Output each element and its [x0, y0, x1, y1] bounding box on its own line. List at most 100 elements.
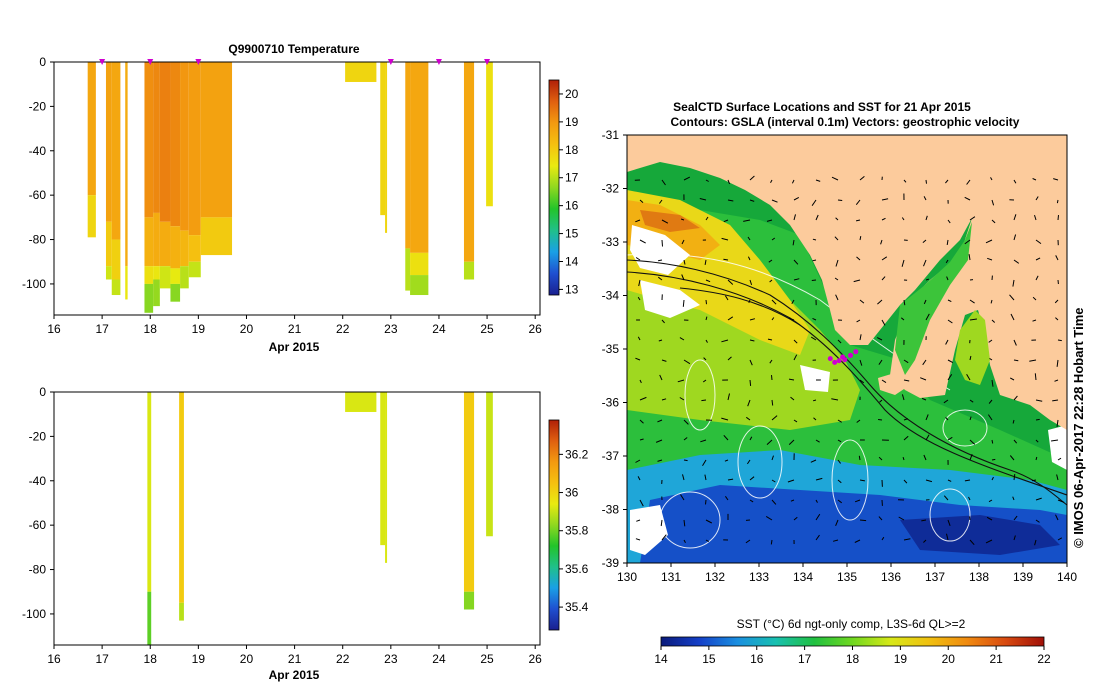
profile-cell: [179, 392, 184, 603]
velocity-vector: [681, 274, 685, 281]
velocity-vector: [1009, 455, 1015, 461]
sst-tick-label: 16: [750, 652, 764, 666]
profile-cell: [144, 62, 154, 218]
velocity-vector: [947, 319, 953, 324]
velocity-vector: [964, 479, 971, 482]
velocity-vector: [923, 454, 927, 461]
velocity-vector: [903, 435, 909, 441]
profile-cell: [153, 266, 160, 280]
velocity-vector: [898, 516, 905, 521]
velocity-vector: [923, 259, 927, 267]
velocity-vector: [660, 519, 663, 527]
cloud-patch: [630, 505, 668, 555]
profile-cell: [144, 217, 154, 267]
velocity-vector: [964, 239, 971, 245]
salinity-x-label: Apr 2015: [269, 668, 320, 682]
velocity-vector: [835, 294, 839, 301]
colorbar-tick-label: 35.8: [565, 524, 589, 538]
velocity-vector: [635, 538, 641, 541]
velocity-vector: [769, 359, 773, 364]
velocity-vector: [837, 199, 843, 201]
sst-tick-label: 18: [846, 652, 860, 666]
seal-surface-locations: [827, 349, 859, 365]
profile-cell: [463, 62, 475, 262]
velocity-vector: [923, 299, 927, 305]
velocity-vector: [835, 217, 839, 221]
velocity-vector: [1013, 259, 1020, 264]
velocity-vector: [1013, 395, 1018, 401]
velocity-vector: [661, 359, 667, 362]
velocity-vector: [812, 259, 817, 262]
velocity-vector: [946, 239, 949, 245]
velocity-vector: [1013, 439, 1018, 444]
profile-cell: [87, 195, 96, 238]
velocity-vector: [700, 439, 707, 443]
y-tick-label: 0: [39, 385, 46, 399]
temperature-x-label: Apr 2015: [269, 340, 320, 354]
profile-cell: [380, 392, 386, 546]
velocity-vector: [1057, 499, 1065, 503]
velocity-vector: [771, 237, 776, 241]
velocity-vector: [746, 459, 751, 465]
velocity-vector: [859, 176, 865, 181]
velocity-vector: [792, 239, 795, 246]
velocity-vector: [749, 199, 755, 202]
velocity-vector: [859, 299, 865, 304]
velocity-vector: [766, 219, 773, 222]
velocity-vector: [770, 179, 773, 183]
velocity-vector: [987, 414, 993, 421]
velocity-vector: [727, 316, 734, 321]
velocity-vector: [683, 419, 689, 425]
velocity-vector: [903, 299, 906, 306]
velocity-vector: [699, 198, 707, 201]
land-mainland: [627, 135, 1067, 430]
velocity-vector: [705, 279, 711, 283]
colorbar-tick-label: 15: [565, 227, 579, 241]
profile-cell: [180, 62, 189, 231]
velocity-vector: [1035, 257, 1041, 261]
profile-cell: [159, 266, 171, 289]
velocity-vector: [945, 339, 949, 345]
profile-cell: [153, 62, 160, 213]
velocity-vector: [1035, 497, 1042, 501]
velocity-vector: [837, 339, 842, 344]
velocity-vector: [946, 276, 949, 281]
velocity-vector: [793, 419, 798, 423]
velocity-vector: [658, 259, 663, 262]
seal-location: [853, 349, 859, 355]
lon-tick-label: 132: [705, 570, 725, 584]
velocity-vector: [834, 277, 839, 281]
velocity-vector: [922, 239, 927, 243]
x-tick-label: 21: [288, 322, 302, 336]
velocity-vector: [920, 377, 927, 381]
profile-cell: [405, 248, 411, 291]
velocity-vector: [881, 256, 888, 261]
profile-cell: [410, 252, 429, 276]
velocity-vector: [1052, 399, 1059, 402]
velocity-vector: [969, 355, 972, 361]
velocity-vector: [969, 299, 975, 304]
map-content: [627, 135, 1067, 563]
velocity-vector: [1035, 519, 1040, 523]
velocity-vector: [878, 516, 883, 521]
velocity-vector: [991, 199, 995, 206]
velocity-vector: [1035, 456, 1038, 461]
lat-tick-label: -31: [602, 128, 620, 142]
velocity-vector: [854, 539, 861, 543]
velocity-vector: [770, 539, 773, 545]
x-tick-label: 26: [529, 652, 543, 666]
velocity-vector: [679, 337, 685, 341]
profile-cell: [486, 392, 493, 537]
velocity-vector: [831, 398, 839, 401]
velocity-vector: [682, 299, 685, 307]
velocity-vector: [791, 299, 795, 305]
velocity-vector: [903, 179, 907, 183]
velocity-vector: [969, 454, 973, 461]
surface-marker: [387, 59, 394, 65]
velocity-vector: [765, 515, 773, 521]
velocity-vector: [655, 439, 663, 443]
velocity-vector: [903, 538, 911, 541]
velocity-vector: [991, 458, 996, 461]
temperature-y-ticks: 0 -20 -40 -60 -80 -100: [22, 55, 54, 291]
surface-marker: [147, 59, 154, 65]
